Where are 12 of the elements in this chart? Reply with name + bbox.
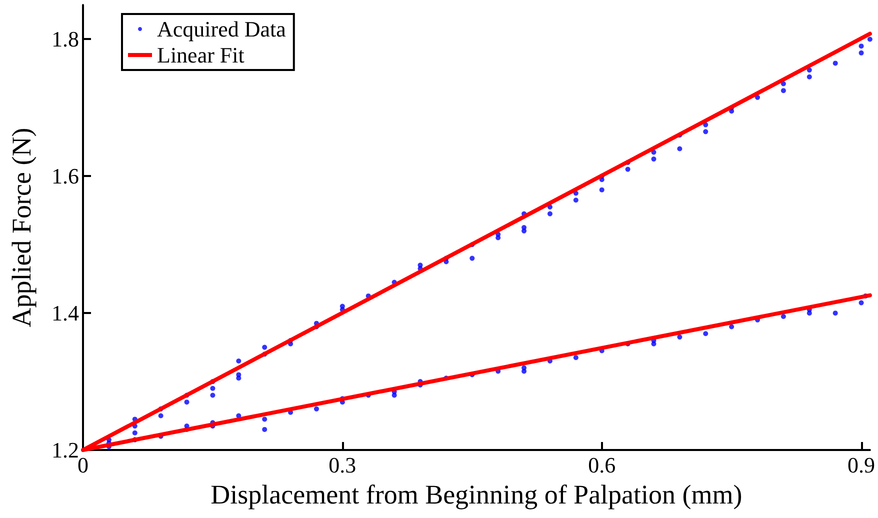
- x-tick-label: 0.9: [848, 452, 876, 478]
- x-tick-label: 0.6: [588, 452, 616, 478]
- y-axis-title: Applied Force (N): [6, 128, 36, 328]
- y-tick-label: 1.8: [52, 26, 79, 52]
- legend-label: Linear Fit: [157, 42, 244, 68]
- x-tick-label: 0: [78, 452, 88, 478]
- y-tick-label: 1.4: [52, 300, 79, 326]
- y-tick-label: 1.6: [52, 164, 79, 189]
- x-tick-label: 0.3: [328, 452, 356, 478]
- y-tick-label: 1.2: [52, 438, 79, 462]
- legend-label: Acquired Data: [157, 16, 286, 42]
- x-axis-title: Displacement from Beginning of Palpation (mm): [210, 479, 742, 510]
